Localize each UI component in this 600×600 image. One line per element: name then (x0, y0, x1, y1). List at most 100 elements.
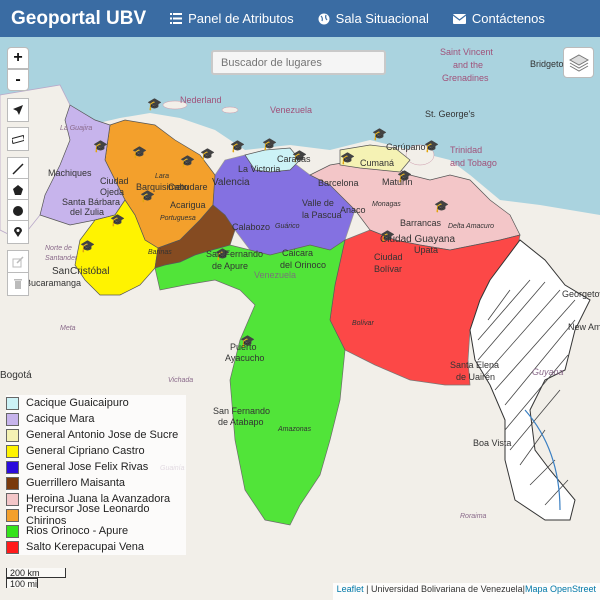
ubv-marker[interactable]: 🎓 (434, 199, 449, 213)
label-trinidad: Trinidad (450, 145, 482, 155)
legend-swatch (6, 524, 19, 538)
zoom-out-button[interactable]: - (7, 69, 29, 91)
ubv-marker[interactable]: 🎓 (262, 137, 277, 151)
draw-marker-button[interactable] (7, 220, 29, 244)
label-new-amsterdam: New Amst. (568, 322, 600, 332)
ruler-icon (12, 134, 24, 144)
legend-item: Precursor Jose Leonardo Chirinos (6, 503, 186, 527)
trinidad-island (405, 144, 435, 166)
ubv-marker[interactable]: 🎓 (110, 213, 125, 227)
label-and-the: and the (453, 60, 483, 70)
leaflet-link[interactable]: Leaflet (336, 584, 364, 594)
label-guyana: Guyana (532, 367, 564, 377)
legend-label: General Jose Felix Rivas (26, 461, 149, 473)
legend-label: General Antonio Jose de Sucre (26, 429, 179, 441)
caribbean-sea (0, 37, 600, 215)
brand-title[interactable]: Geoportal UBV (11, 7, 147, 29)
legend-item: Heroina Juana la Avanzadora (6, 491, 186, 507)
legend-label: Cacique Guaicaipuro (26, 397, 129, 409)
label-santa-elena: Santa Elena (450, 360, 499, 370)
label-la-pascua: la Pascua (302, 210, 342, 220)
nav-situation-room[interactable]: Sala Situacional (318, 11, 429, 26)
label-valle-de: Valle de (302, 198, 334, 208)
nav-attributes-panel[interactable]: Panel de Atributos (170, 11, 294, 26)
map-attribution: Leaflet | Universidad Bolivariana de Ven… (332, 583, 600, 600)
ubv-marker[interactable]: 🎓 (397, 169, 412, 183)
label-saint-vincent: Saint Vincent (440, 47, 493, 57)
label-ciudad: Ciudad (100, 176, 129, 186)
osm-link[interactable]: Mapa OpenStreet (524, 584, 596, 594)
label-del-zulia: del Zulia (70, 207, 104, 217)
ubv-marker[interactable]: 🎓 (132, 145, 147, 159)
label-nederland: Nederland (180, 95, 222, 105)
ubv-marker[interactable]: 🎓 (240, 334, 255, 348)
ubv-marker[interactable]: 🎓 (180, 154, 195, 168)
zoom-in-button[interactable]: + (7, 47, 29, 69)
legend-swatch (6, 476, 19, 490)
layers-toggle-button[interactable] (563, 47, 594, 78)
label-bolivar-state: Bolívar (352, 320, 374, 327)
nav-contact-label: Contáctenos (471, 11, 545, 26)
label-caracas: Caracas (277, 154, 311, 164)
ubv-marker[interactable]: 🎓 (80, 239, 95, 253)
hatch-lines (477, 279, 576, 506)
nav-contact[interactable]: Contáctenos (452, 11, 545, 26)
ubv-marker[interactable]: 🎓 (215, 247, 230, 261)
label-grenadines: Grenadines (442, 73, 489, 83)
label-de-apure: de Apure (212, 261, 248, 271)
label-amazonas: Amazonas (277, 426, 312, 433)
ubv-marker[interactable]: 🎓 (200, 147, 215, 161)
label-carupano: Carúpano (386, 142, 426, 152)
legend-item: General Jose Felix Rivas (6, 459, 186, 475)
legend-label: Guerrillero Maisanta (26, 477, 126, 489)
ubv-marker[interactable]: 🎓 (424, 139, 439, 153)
region-cacique-guaicaipuro[interactable] (244, 147, 301, 173)
ubv-marker[interactable]: 🎓 (93, 139, 108, 153)
region-rios-orinoco-apure[interactable] (154, 239, 346, 526)
label-de-atabapo: de Atabapo (218, 417, 264, 427)
legend-swatch (6, 508, 19, 522)
locate-button[interactable] (7, 98, 29, 122)
polygon-icon (13, 185, 23, 195)
label-barinas: Barinas (148, 249, 172, 256)
label-portuguesa: Portuguesa (160, 215, 196, 222)
region-general-antonio-jose-de-sucre[interactable] (339, 144, 411, 173)
label-roraima: Roraima (460, 513, 487, 520)
label-puerto: Puerto (230, 342, 257, 352)
ubv-marker[interactable]: 🎓 (140, 189, 155, 203)
edit-layers-button[interactable] (7, 250, 29, 274)
label-vichada: Vichada (168, 377, 193, 384)
region-cacique-mara[interactable] (39, 104, 126, 226)
ubv-marker[interactable]: 🎓 (147, 97, 162, 111)
ubv-marker[interactable]: 🎓 (372, 127, 387, 141)
delete-layers-button[interactable] (7, 272, 29, 296)
ubv-marker[interactable]: 🎓 (340, 151, 355, 165)
label-bucaramanga: Bucaramanga (25, 278, 81, 288)
region-general-cipriano-castro[interactable] (74, 199, 159, 296)
legend-item: General Antonio Jose de Sucre (6, 427, 186, 443)
measure-button[interactable] (7, 127, 29, 151)
label-cristobal: Cristóbal (70, 266, 109, 277)
ubv-marker[interactable]: 🎓 (230, 139, 245, 153)
envelope-icon (452, 13, 466, 24)
label-ciudad-bolivar-2: Bolívar (374, 264, 402, 274)
label-ojeda: Ojeda (100, 187, 124, 197)
list-icon (170, 13, 183, 24)
label-san-fernando-atabapo: San Fernando (213, 406, 270, 416)
scale-bar: 200 km 100 mi (6, 568, 66, 589)
layers-icon (568, 53, 589, 72)
ubv-marker[interactable]: 🎓 (292, 149, 307, 163)
label-acarigua: Acarigua (170, 200, 206, 210)
curacao-island (221, 106, 239, 114)
label-barrancas: Barrancas (400, 218, 442, 228)
place-search-input[interactable] (211, 50, 386, 75)
ubv-markers[interactable]: 🎓 🎓 🎓 🎓 🎓 🎓 🎓 🎓 🎓 🎓 🎓 🎓 🎓 🎓 🎓 🎓 🎓 🎓 🎓 (80, 97, 449, 348)
label-bridgetown: Bridgetown (530, 59, 575, 69)
draw-polygon-button[interactable] (7, 178, 29, 202)
ubv-marker[interactable]: 🎓 (380, 229, 395, 243)
label-calabozo: Calabozo (232, 222, 270, 232)
legend-label: Rios Orinoco - Apure (26, 525, 129, 537)
label-venezuela-mid: Venezuela (254, 270, 296, 280)
label-guarico: Guárico (275, 223, 300, 230)
label-ciudad-bolivar-1: Ciudad (374, 252, 403, 262)
